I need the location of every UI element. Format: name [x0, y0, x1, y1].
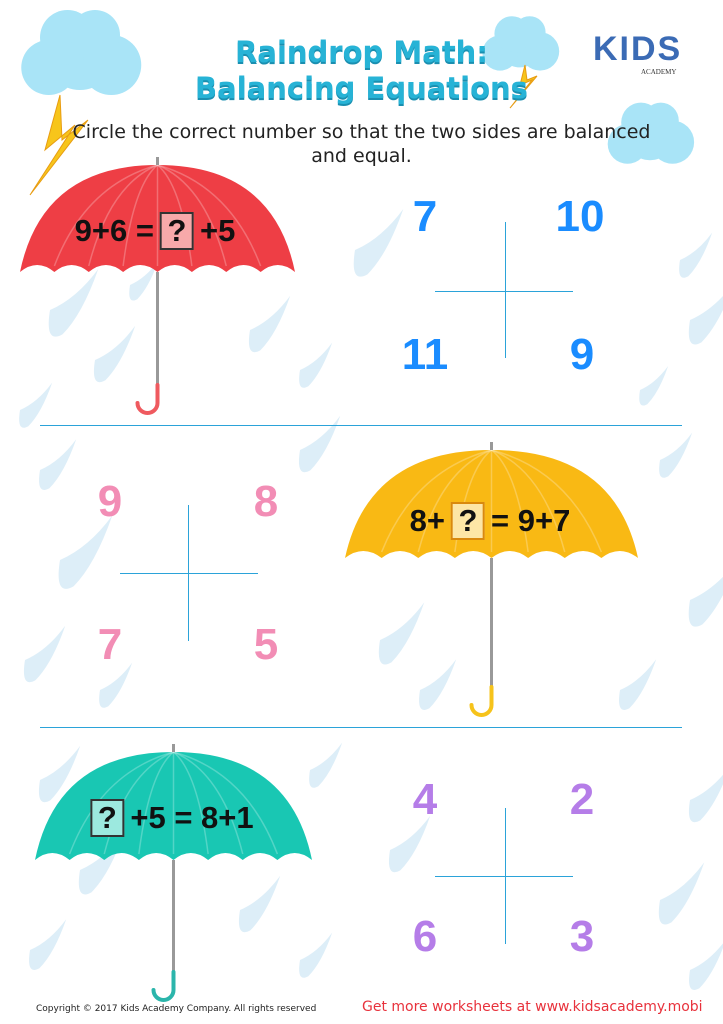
raindrop-icon: [19, 382, 53, 428]
logo-text: KIDS: [593, 30, 683, 68]
copyright: Copyright © 2017 Kids Academy Company. A…: [36, 1004, 317, 1014]
answer-option[interactable]: 4: [412, 775, 438, 824]
equation-right: +5 = 8+1: [130, 800, 254, 835]
cross-horizontal: [120, 573, 258, 574]
equation-1: 9+6 = ? +5: [74, 212, 236, 250]
raindrop-icon: [658, 862, 705, 925]
page-title-line2: Balancing Equations: [195, 71, 528, 105]
raindrop-icon: [58, 515, 113, 589]
umbrella-rib: [173, 751, 209, 855]
raindrop-icon: [298, 415, 341, 473]
umbrella-handle: [135, 383, 160, 415]
equation-right: +5: [199, 213, 236, 248]
umbrella-rib: [491, 449, 603, 553]
umbrella-rib: [68, 751, 174, 855]
answer-option[interactable]: 7: [412, 192, 438, 241]
umbrella-rib: [122, 164, 158, 267]
umbrella-rib: [157, 164, 262, 267]
umbrella-rib: [138, 751, 174, 855]
umbrella-rib: [380, 449, 492, 553]
raindrop-icon: [29, 919, 67, 970]
umbrella-handle: [469, 685, 494, 717]
raindrop-icon: [99, 662, 133, 708]
cloud-icon: [513, 16, 546, 49]
umbrella-handle: [151, 970, 176, 1002]
umbrella-rib: [417, 449, 492, 553]
lightning-icon: [509, 64, 538, 109]
cloud-icon: [70, 10, 120, 60]
answer-option[interactable]: 6: [412, 912, 438, 961]
raindrop-icon: [39, 439, 77, 490]
answer-option[interactable]: 8: [253, 477, 279, 526]
umbrella-rib: [173, 751, 279, 855]
answer-option[interactable]: 11: [401, 330, 449, 379]
umbrella-canopy: [345, 450, 638, 558]
kids-academy-logo: KIDS ACADEMY: [583, 30, 693, 84]
logo-subtext: ACADEMY: [641, 68, 677, 76]
raindrop-icon: [388, 815, 431, 873]
answer-option[interactable]: 2: [569, 775, 595, 824]
umbrella-rib: [88, 164, 158, 267]
raindrop-icon: [48, 268, 99, 337]
umbrella-rib: [491, 449, 529, 553]
raindrop-icon: [353, 208, 404, 277]
divider: [40, 425, 682, 426]
answer-option[interactable]: 9: [97, 477, 123, 526]
cross-vertical: [505, 222, 506, 358]
lightning-icon: [29, 94, 89, 196]
raindrop-icon: [299, 342, 333, 388]
page-title-line1: Raindrop Math:: [235, 35, 488, 69]
unknown-box: ?: [159, 212, 194, 250]
umbrella-rib: [53, 164, 158, 267]
unknown-box: ?: [451, 502, 486, 540]
answer-option[interactable]: 9: [569, 330, 595, 379]
umbrella-rib: [491, 449, 566, 553]
cross-horizontal: [435, 291, 573, 292]
raindrop-icon: [93, 325, 136, 383]
answer-option[interactable]: 3: [569, 912, 595, 961]
instructions: Circle the correct number so that the tw…: [72, 121, 651, 167]
raindrop-icon: [38, 745, 81, 803]
raindrop-icon: [688, 765, 723, 823]
umbrella-canopy: [20, 165, 295, 272]
cross-horizontal: [435, 876, 573, 877]
raindrop-icon: [129, 261, 159, 301]
raindrop-icon: [23, 625, 66, 683]
raindrop-icon: [309, 742, 343, 788]
equation-3: ? +5 = 8+1: [90, 799, 254, 837]
divider: [40, 727, 682, 728]
equation-2: 8+ ? = 9+7: [409, 502, 571, 540]
raindrop-icon: [419, 659, 457, 710]
raindrop-icon: [679, 232, 713, 278]
raindrop-icon: [639, 366, 669, 406]
answer-option[interactable]: 7: [97, 620, 123, 669]
raindrop-icon: [248, 295, 291, 353]
answer-option[interactable]: 10: [555, 192, 605, 241]
raindrop-icon: [619, 659, 657, 710]
raindrop-icon: [689, 939, 723, 990]
cloud-icon: [642, 102, 679, 139]
equation-left: 8+: [409, 503, 446, 538]
raindrop-icon: [659, 432, 693, 478]
raindrop-icon: [688, 558, 723, 627]
raindrop-icon: [378, 602, 425, 665]
raindrop-icon: [238, 875, 281, 933]
equation-left: 9+6 =: [74, 213, 154, 248]
promo-link[interactable]: Get more worksheets at www.kidsacademy.m…: [362, 999, 703, 1015]
umbrella-rib: [173, 751, 244, 855]
raindrop-icon: [688, 282, 723, 345]
umbrella-rib: [157, 164, 227, 267]
unknown-box: ?: [90, 799, 125, 837]
raindrop-icon: [299, 932, 333, 978]
answer-option[interactable]: 5: [253, 620, 279, 669]
equation-right: = 9+7: [491, 503, 571, 538]
